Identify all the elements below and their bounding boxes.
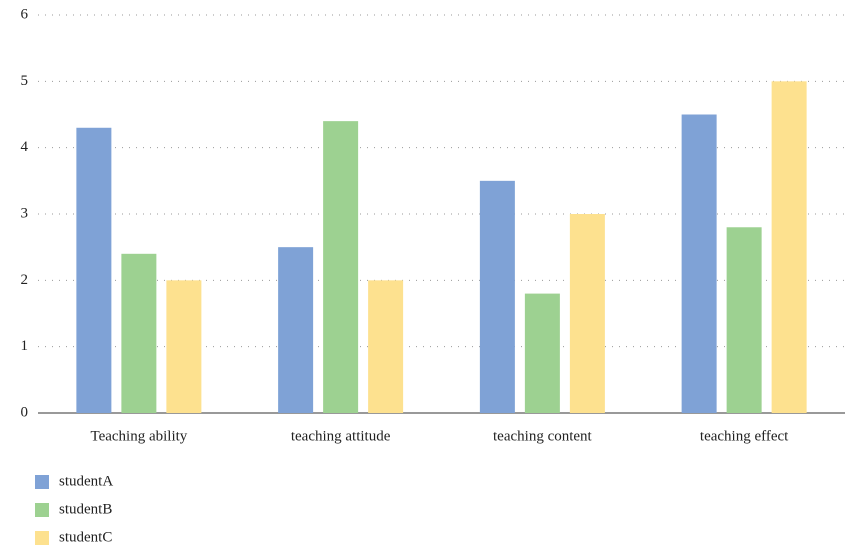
legend-swatch	[35, 503, 49, 517]
bar	[524, 293, 560, 413]
y-tick-label: 2	[21, 272, 29, 288]
x-tick-label: teaching attitude	[291, 428, 391, 444]
y-tick-label: 6	[21, 6, 29, 22]
legend-label: studentB	[59, 501, 112, 517]
legend-label: studentC	[59, 529, 112, 545]
bar	[681, 114, 717, 413]
bar	[166, 280, 202, 413]
bar	[121, 253, 157, 413]
y-tick-label: 1	[21, 338, 29, 354]
y-tick-label: 5	[21, 73, 29, 89]
x-tick-label: teaching effect	[700, 428, 789, 444]
legend-label: studentA	[59, 473, 113, 489]
legend-swatch	[35, 531, 49, 545]
y-tick-label: 3	[21, 205, 29, 221]
bar	[726, 227, 762, 413]
x-tick-label: Teaching ability	[90, 428, 187, 444]
legend-swatch	[35, 475, 49, 489]
bar	[278, 247, 314, 413]
y-tick-label: 4	[21, 139, 29, 155]
bar	[76, 127, 112, 414]
bar	[569, 214, 605, 413]
y-tick-label: 0	[21, 404, 29, 420]
bar	[368, 280, 404, 413]
x-tick-label: teaching content	[493, 428, 593, 444]
bar	[479, 180, 515, 413]
bar	[323, 121, 359, 413]
bar	[771, 81, 807, 413]
